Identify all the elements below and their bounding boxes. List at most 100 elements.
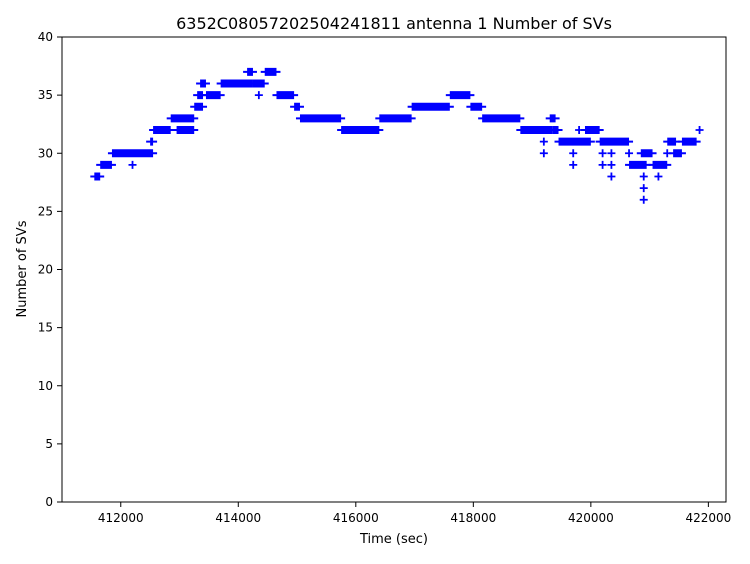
data-point (607, 160, 616, 169)
data-run (407, 102, 454, 111)
data-run (595, 137, 634, 146)
data-run-body (200, 79, 206, 88)
data-run (636, 149, 657, 158)
data-point (575, 126, 584, 134)
data-point (695, 126, 704, 134)
data-run (445, 91, 475, 100)
data-run-body (264, 67, 277, 76)
x-tick-label: 420000 (568, 511, 614, 525)
data-run (548, 126, 563, 134)
data-run (172, 126, 199, 134)
data-run-body (449, 91, 471, 100)
data-point (639, 195, 648, 204)
x-tick-label: 416000 (333, 511, 379, 525)
data-run-body (176, 126, 195, 134)
data-point (539, 149, 548, 158)
data-point (607, 149, 616, 158)
y-tick-label: 5 (45, 437, 53, 451)
data-point (607, 172, 616, 181)
y-axis-label: Number of SVs (15, 220, 30, 317)
x-axis-ticks: 412000 414000 416000 418000 420000 422000 (98, 502, 731, 525)
data-marks (90, 67, 704, 204)
data-run (625, 160, 651, 169)
data-point (639, 172, 648, 181)
data-run-body (294, 102, 300, 111)
y-tick-label: 30 (38, 146, 53, 160)
data-run (677, 137, 701, 146)
data-run (545, 114, 560, 123)
data-run-body (482, 114, 521, 123)
y-tick-label: 35 (38, 88, 53, 102)
data-run (290, 102, 304, 111)
data-point (569, 160, 578, 169)
plot-area-frame (61, 36, 727, 503)
data-run-body (252, 79, 265, 88)
data-run (260, 67, 281, 76)
data-point (639, 184, 648, 193)
data-point (254, 91, 263, 100)
data-run (337, 126, 384, 134)
data-run-body (652, 160, 668, 169)
data-run (375, 114, 416, 123)
data-run-body (667, 137, 677, 146)
data-run-body (205, 91, 221, 100)
y-tick-label: 25 (38, 204, 53, 218)
data-point (569, 149, 578, 158)
data-run-body (379, 114, 412, 123)
data-run-body (247, 67, 253, 76)
data-run-body (584, 126, 600, 134)
data-run (146, 137, 158, 146)
data-run-body (299, 114, 342, 123)
x-tick-label: 422000 (685, 511, 731, 525)
data-run (663, 137, 681, 146)
y-tick-label: 10 (38, 379, 53, 393)
data-run (466, 102, 487, 111)
y-axis-ticks: 0 5 10 15 20 25 30 35 40 (38, 30, 62, 509)
data-run (196, 79, 210, 88)
data-run-body (100, 160, 112, 169)
data-run-body (549, 114, 556, 123)
data-run (201, 91, 225, 100)
data-run-body (681, 137, 697, 146)
data-run (96, 160, 116, 169)
data-run-body (94, 172, 101, 181)
x-tick-label: 418000 (450, 511, 496, 525)
x-axis-label: Time (sec) (359, 532, 428, 547)
data-run (648, 160, 672, 169)
data-run-body (552, 126, 559, 134)
data-point (625, 149, 634, 158)
data-point (539, 137, 548, 146)
x-tick-label: 412000 (98, 511, 144, 525)
data-run (149, 126, 175, 134)
data-run-body (341, 126, 380, 134)
data-run (580, 126, 604, 134)
data-point (128, 160, 137, 169)
y-tick-label: 40 (38, 30, 53, 44)
data-run-body (520, 126, 553, 134)
data-run-body (411, 102, 450, 111)
data-run-body (470, 102, 483, 111)
data-run-body (276, 91, 295, 100)
data-run (166, 114, 199, 123)
data-run (272, 91, 299, 100)
data-run (295, 114, 346, 123)
data-point (598, 149, 607, 158)
data-run (107, 149, 158, 158)
data-run (90, 172, 105, 181)
data-run-body (599, 137, 630, 146)
data-run-body (640, 149, 653, 158)
data-run (669, 149, 686, 158)
data-point (654, 172, 663, 181)
data-run (554, 137, 595, 146)
data-run-body (150, 137, 154, 146)
chart-title: 6352C08057202504241811 antenna 1 Number … (176, 14, 612, 33)
y-tick-label: 20 (38, 263, 53, 277)
data-run-body (220, 79, 253, 88)
data-point (663, 149, 672, 158)
y-tick-label: 0 (45, 495, 53, 509)
data-run (190, 102, 208, 111)
data-run (248, 79, 269, 88)
data-run-body (194, 102, 204, 111)
